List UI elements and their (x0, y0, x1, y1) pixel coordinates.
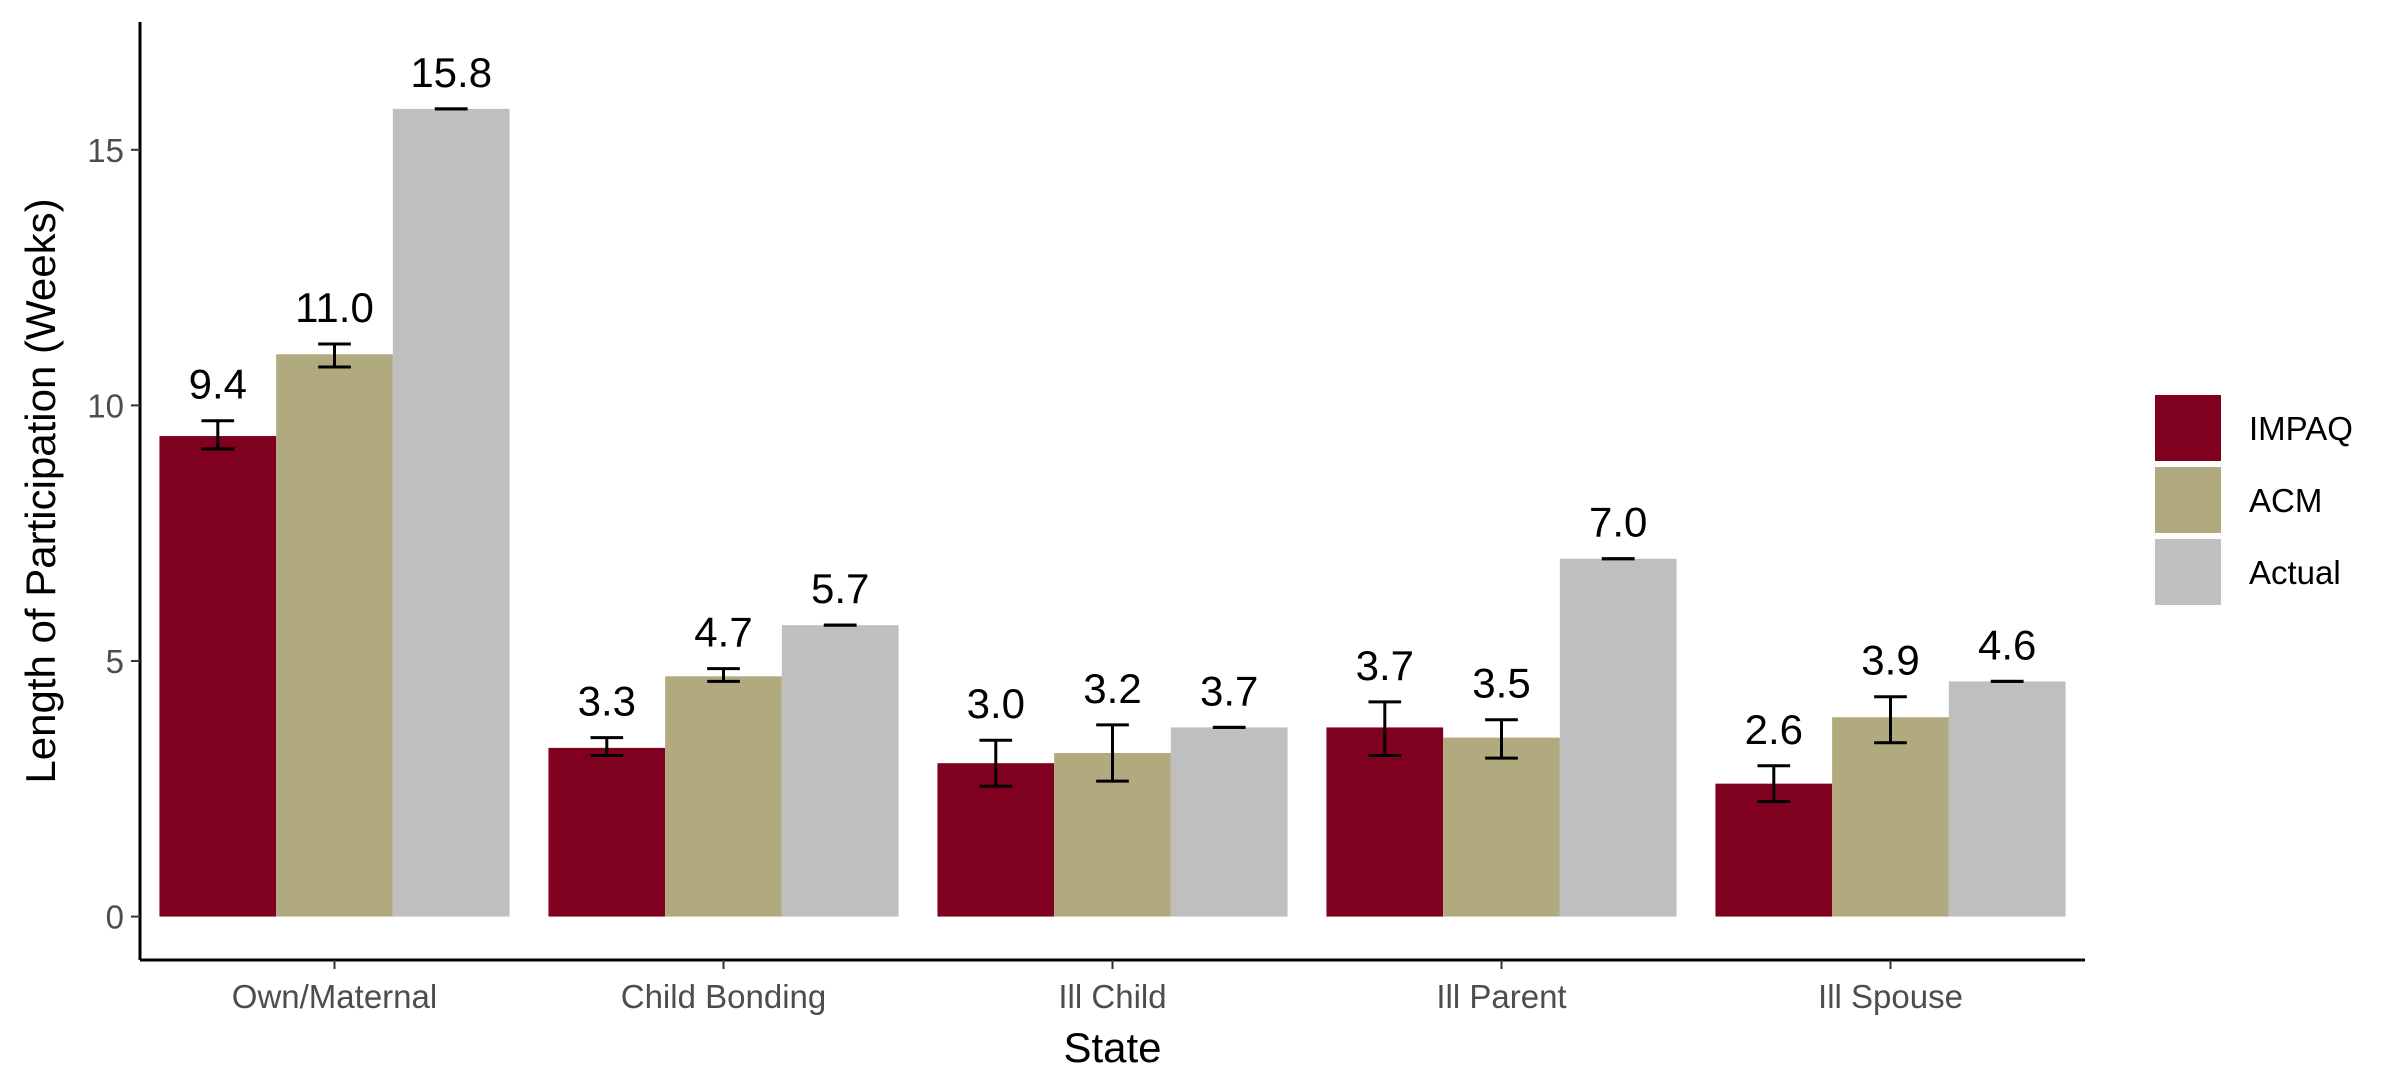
data-label: 5.7 (811, 565, 869, 612)
bar-actual (1948, 681, 2066, 917)
data-label: 15.8 (410, 49, 492, 96)
legend-label-acm: ACM (2249, 482, 2322, 519)
data-label: 11.0 (295, 284, 374, 331)
data-label: 3.0 (967, 680, 1025, 727)
legend-label-actual: Actual (2249, 554, 2341, 591)
data-label: 9.4 (189, 361, 247, 408)
bar-impaq (1715, 783, 1833, 917)
bar-impaq (1326, 727, 1444, 917)
bar-actual (1559, 558, 1677, 917)
data-label: 3.3 (578, 678, 636, 725)
legend-label-impaq: IMPAQ (2249, 410, 2353, 447)
bar-acm (1832, 717, 1949, 917)
legend-key-impaq (2155, 395, 2221, 461)
legend-key-acm (2155, 467, 2221, 533)
bar-actual (392, 108, 510, 917)
data-label: 4.6 (1978, 621, 2036, 668)
x-tick-label: Ill Parent (1436, 978, 1566, 1015)
data-label: 2.6 (1745, 706, 1803, 753)
data-label: 3.7 (1200, 667, 1258, 714)
data-label: 3.9 (1861, 637, 1919, 684)
y-axis-title: Length of Participation (Weeks) (17, 198, 64, 783)
bar-acm (665, 676, 782, 917)
x-tick-label: Child Bonding (621, 978, 826, 1015)
bar-actual (781, 625, 899, 917)
data-label: 3.2 (1083, 665, 1141, 712)
y-tick-label: 5 (106, 643, 124, 680)
data-label: 4.7 (694, 609, 752, 656)
y-tick-label: 15 (87, 132, 124, 169)
data-label: 3.5 (1472, 660, 1530, 707)
bar-impaq (937, 763, 1055, 917)
bar-impaq (548, 747, 666, 917)
bar-impaq (159, 436, 277, 917)
x-tick-label: Ill Child (1058, 978, 1166, 1015)
x-tick-label: Own/Maternal (232, 978, 437, 1015)
bar-acm (1443, 737, 1560, 917)
bar-actual (1170, 727, 1288, 917)
bar-acm (276, 354, 393, 917)
legend-key-actual (2155, 539, 2221, 605)
data-label: 3.7 (1356, 642, 1414, 689)
data-label: 7.0 (1589, 499, 1647, 546)
y-tick-label: 10 (87, 387, 124, 424)
x-axis-title: State (1063, 1024, 1161, 1071)
y-tick-label: 0 (106, 899, 124, 936)
x-tick-label: Ill Spouse (1818, 978, 1963, 1015)
